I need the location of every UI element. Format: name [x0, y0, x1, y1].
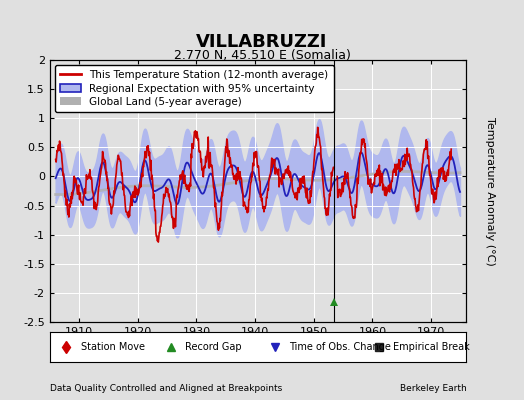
- Text: Empirical Break: Empirical Break: [394, 342, 470, 352]
- Legend: This Temperature Station (12-month average), Regional Expectation with 95% uncer: This Temperature Station (12-month avera…: [55, 65, 334, 112]
- Text: 2.770 N, 45.510 E (Somalia): 2.770 N, 45.510 E (Somalia): [173, 49, 351, 62]
- Text: Station Move: Station Move: [81, 342, 145, 352]
- Text: Berkeley Earth: Berkeley Earth: [400, 384, 466, 393]
- Text: Time of Obs. Change: Time of Obs. Change: [289, 342, 391, 352]
- Text: Data Quality Controlled and Aligned at Breakpoints: Data Quality Controlled and Aligned at B…: [50, 384, 282, 393]
- Text: VILLABRUZZI: VILLABRUZZI: [196, 33, 328, 51]
- Text: Record Gap: Record Gap: [185, 342, 242, 352]
- Y-axis label: Temperature Anomaly (°C): Temperature Anomaly (°C): [485, 117, 495, 265]
